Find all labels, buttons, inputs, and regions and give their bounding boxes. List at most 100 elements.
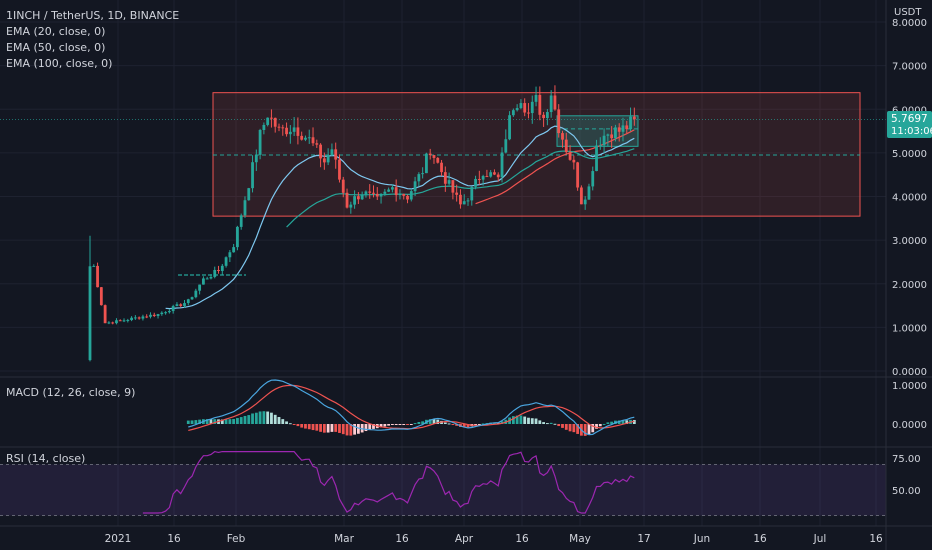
macd-histogram-bar <box>428 419 432 424</box>
candle <box>436 157 440 164</box>
candle-body <box>236 226 239 248</box>
candle <box>277 123 281 132</box>
candle-body <box>209 276 213 279</box>
price-tick-label: 5.0000 <box>892 149 927 160</box>
price-panel[interactable] <box>0 85 886 362</box>
macd-histogram-bar <box>300 424 304 428</box>
macd-histogram-bar <box>285 421 288 424</box>
macd-histogram-bar <box>349 424 353 436</box>
candle <box>164 311 167 315</box>
macd-histogram-bar <box>598 424 602 427</box>
price-axis[interactable]: 0.0000 1.0000 2.0000 3.0000 4.0000 5.0000 6.00… <box>892 18 927 497</box>
candle-body <box>251 162 254 189</box>
candle-body <box>152 314 156 316</box>
candle-body <box>394 187 398 196</box>
candle <box>353 190 356 209</box>
candle-body <box>262 124 266 130</box>
candle-body <box>198 284 202 291</box>
macd-histogram-bar <box>190 420 194 424</box>
candle <box>258 128 262 160</box>
candle-body <box>133 317 137 319</box>
candle-body <box>239 215 243 227</box>
candle <box>145 314 149 319</box>
macd-histogram-bar <box>239 417 243 424</box>
candle-body <box>311 137 315 144</box>
ema20-legend: EMA (20, close, 0) <box>6 25 105 38</box>
macd-histogram-bar <box>270 412 273 424</box>
candle <box>160 311 164 316</box>
candle-body <box>288 131 292 135</box>
candle <box>190 296 194 300</box>
price-tick-label: 1.0000 <box>892 323 927 334</box>
candle-body <box>141 316 145 319</box>
candle-body <box>254 154 258 163</box>
candle <box>270 109 273 128</box>
macd-histogram-bar <box>542 422 545 424</box>
candle-body <box>341 179 345 193</box>
candle-body <box>186 299 190 304</box>
candle-body <box>625 125 629 130</box>
macd-histogram-bar <box>576 424 580 434</box>
candle-body <box>224 257 228 266</box>
candle-body <box>549 95 553 113</box>
macd-histogram-bar <box>330 424 334 432</box>
candle <box>137 316 141 320</box>
price-tick-label: 3.0000 <box>892 236 927 247</box>
macd-histogram-bar <box>322 424 326 433</box>
candle-body <box>247 188 251 201</box>
macd-histogram-bar <box>220 419 224 424</box>
candle-body <box>281 127 285 129</box>
candle-body <box>443 172 447 184</box>
candle <box>477 170 481 185</box>
candle-body <box>167 311 171 313</box>
time-axis[interactable]: 2021 16 Feb Mar 16 Apr 16 May 17 Jun 16 Jul 16 <box>105 533 883 545</box>
candle <box>610 126 614 148</box>
price-tick-label: 7.0000 <box>892 62 927 73</box>
candle <box>440 159 443 176</box>
candle-body <box>353 196 356 205</box>
macd-tick-label: 1.0000 <box>892 381 927 392</box>
candle <box>530 95 534 124</box>
candle <box>587 183 591 200</box>
candle <box>149 312 152 319</box>
macd-histogram-bar <box>345 424 349 436</box>
candle-body <box>326 155 330 163</box>
macd-histogram-bar <box>564 424 568 430</box>
candle-body <box>183 303 186 306</box>
candle <box>466 198 470 206</box>
candle <box>236 225 239 251</box>
candle <box>96 262 99 288</box>
candle-body <box>111 322 115 324</box>
candle-body <box>534 94 538 102</box>
candle <box>360 191 364 200</box>
rsi-legend: RSI (14, close) <box>6 452 85 465</box>
candle-body <box>421 173 425 175</box>
macd-histogram-bar <box>326 424 330 433</box>
candle-body <box>462 201 466 205</box>
macd-histogram-bar <box>595 424 598 429</box>
candle-body <box>243 200 247 216</box>
candle <box>239 213 243 230</box>
macd-histogram-bar <box>243 415 247 424</box>
candle <box>602 128 606 154</box>
candle-body <box>315 143 319 145</box>
macd-histogram-bar <box>288 423 292 425</box>
candle <box>553 85 557 111</box>
candle <box>326 148 330 166</box>
candle <box>508 111 511 141</box>
candle-body <box>179 304 183 306</box>
candle <box>334 142 338 169</box>
macd-tick-label: 0.0000 <box>892 420 927 431</box>
candle-body <box>500 152 504 178</box>
candle <box>614 124 617 142</box>
candle <box>224 256 228 268</box>
macd-histogram-bar <box>591 424 595 433</box>
candle-body <box>417 174 421 182</box>
price-tag-value: 5.7697 <box>891 113 928 125</box>
grid-lines <box>0 0 886 526</box>
macd-histogram-bar <box>292 424 296 425</box>
candle-body <box>466 200 470 202</box>
candle <box>455 184 459 202</box>
candle <box>451 180 455 200</box>
